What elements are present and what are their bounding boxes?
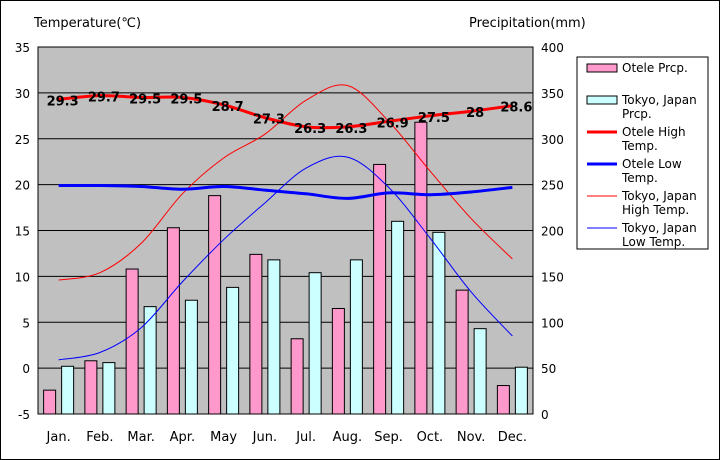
left-axis-ticks: -5 0 5 10 15 20 25 30 35	[15, 41, 30, 422]
precipitation-bar	[496, 385, 510, 415]
left-tick-label: 20	[15, 179, 30, 193]
legend-swatch	[586, 63, 618, 73]
data-label: 28.7	[212, 100, 244, 115]
left-tick-label: -5	[18, 408, 30, 422]
x-tick-label: Nov.	[457, 430, 486, 445]
right-axis-title: Precipitation(mm)	[469, 16, 586, 31]
precipitation-bar	[514, 366, 528, 415]
precipitation-bar	[61, 365, 75, 415]
legend: Otele Prcp. Tokyo, Japan Prcp. Otele High Te…	[576, 56, 709, 250]
data-label: 29.5	[170, 92, 202, 107]
left-tick-label: 25	[15, 133, 30, 147]
left-tick-label: 15	[15, 225, 30, 239]
legend-box	[576, 56, 709, 250]
data-label: 26.9	[377, 116, 409, 131]
precipitation-bar	[84, 360, 98, 415]
legend-label: Otele Prcp.	[622, 61, 688, 75]
temperature-line	[58, 155, 513, 361]
data-label: 29.3	[47, 94, 79, 109]
right-tick-label: 50	[541, 362, 556, 376]
right-tick-label: 100	[541, 316, 564, 330]
legend-label: Otele Low Temp.	[621, 157, 682, 185]
right-tick-label: 300	[541, 133, 564, 147]
left-tick-label: 30	[15, 87, 30, 101]
x-tick-label: Jun.	[252, 430, 277, 445]
data-label: 29.7	[88, 91, 120, 106]
data-label: 28	[466, 106, 484, 121]
data-labels: 29.3 29.7 29.5 29.5 28.7 27.3 26.3 26.3 26.9 27.5…	[47, 91, 533, 137]
precipitation-bar	[308, 272, 322, 415]
data-label: 26.3	[294, 122, 326, 137]
precipitation-bar	[373, 163, 387, 415]
precipitation-bar	[184, 299, 198, 415]
x-tick-label: Feb.	[86, 430, 113, 445]
data-label: 27.5	[418, 111, 450, 126]
precipitation-bar	[432, 231, 446, 415]
precipitation-bar	[249, 253, 263, 415]
right-tick-label: 150	[541, 270, 564, 284]
temperature-line	[58, 84, 513, 281]
left-tick-label: 10	[15, 270, 30, 284]
precipitation-bar	[455, 289, 469, 415]
x-tick-label: Aug.	[333, 430, 363, 445]
data-label: 27.3	[253, 113, 285, 128]
x-axis-labels: Jan. Feb. Mar. Apr. May Jun. Jul. Aug. Sep. Oct. N…	[46, 430, 527, 445]
precipitation-bars	[43, 121, 528, 415]
right-tick-label: 200	[541, 225, 564, 239]
x-tick-label: Apr.	[170, 430, 195, 445]
legend-label: Otele High Temp.	[621, 125, 686, 153]
x-tick-label: Jul.	[295, 430, 316, 445]
right-tick-label: 0	[541, 408, 549, 422]
legend-label: Tokyo, Japan High Temp.	[621, 189, 697, 217]
temperature-line	[58, 94, 513, 130]
precipitation-bar	[414, 121, 428, 415]
legend-label: Tokyo, Japan Low Temp.	[621, 221, 697, 249]
x-tick-label: May	[210, 430, 237, 445]
precipitation-bar	[143, 306, 157, 415]
precipitation-bar	[391, 220, 405, 415]
precipitation-bar	[166, 227, 180, 415]
x-tick-label: Jan.	[46, 430, 71, 445]
precipitation-bar	[349, 259, 363, 415]
data-label: 26.3	[335, 122, 367, 137]
data-label: 28.6	[500, 101, 532, 116]
x-tick-label: Dec.	[498, 430, 527, 445]
precipitation-bar	[226, 286, 240, 415]
left-tick-label: 0	[22, 362, 30, 376]
temperature-lines	[58, 84, 513, 361]
x-tick-label: Sep.	[374, 430, 403, 445]
right-axis-ticks: 0 50 100 150 200 250 300 350 400	[541, 41, 564, 422]
data-label: 29.5	[129, 92, 161, 107]
left-tick-label: 5	[22, 316, 30, 330]
legend-swatch	[586, 95, 618, 105]
right-tick-label: 350	[541, 87, 564, 101]
left-tick-label: 35	[15, 41, 30, 55]
precipitation-bar	[125, 268, 139, 415]
precipitation-bar	[208, 195, 222, 415]
temperature-line	[58, 183, 513, 200]
legend-label: Tokyo, Japan Prcp.	[621, 93, 697, 121]
precipitation-bar	[331, 307, 345, 415]
precipitation-bar	[290, 338, 304, 415]
left-axis-title: Temperature(℃)	[33, 16, 141, 31]
right-tick-label: 400	[541, 41, 564, 55]
precipitation-bar	[102, 362, 116, 415]
precipitation-bar	[267, 259, 281, 415]
precipitation-bar	[43, 389, 57, 415]
x-tick-label: Oct.	[417, 430, 444, 445]
precipitation-bar	[473, 328, 487, 415]
right-tick-label: 250	[541, 179, 564, 193]
x-tick-label: Mar.	[127, 430, 154, 445]
